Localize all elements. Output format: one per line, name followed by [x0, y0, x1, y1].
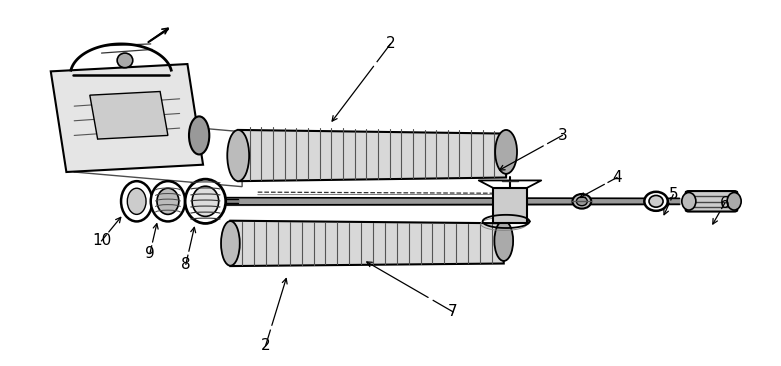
Ellipse shape [682, 193, 696, 210]
Text: 2: 2 [386, 37, 395, 51]
FancyBboxPatch shape [686, 191, 737, 212]
Ellipse shape [494, 221, 513, 261]
Text: 5: 5 [669, 187, 678, 202]
Text: 3: 3 [558, 128, 567, 143]
Ellipse shape [227, 130, 249, 181]
Ellipse shape [151, 181, 185, 221]
Ellipse shape [495, 130, 517, 174]
Ellipse shape [192, 186, 219, 216]
Text: 2: 2 [261, 339, 270, 353]
Ellipse shape [727, 193, 741, 210]
Polygon shape [238, 130, 506, 181]
Polygon shape [51, 64, 203, 172]
Text: 9: 9 [145, 246, 155, 261]
Ellipse shape [576, 197, 587, 206]
Ellipse shape [121, 181, 152, 221]
Ellipse shape [221, 221, 240, 266]
Text: 8: 8 [181, 257, 191, 272]
Ellipse shape [185, 179, 226, 223]
Polygon shape [230, 221, 504, 266]
Ellipse shape [189, 116, 209, 154]
Text: 10: 10 [92, 234, 111, 248]
Ellipse shape [649, 195, 663, 207]
Ellipse shape [127, 188, 146, 214]
Text: 6: 6 [720, 196, 729, 210]
Polygon shape [90, 92, 168, 139]
Text: 7: 7 [448, 305, 458, 319]
Ellipse shape [572, 194, 591, 209]
Bar [493, 188, 527, 223]
Ellipse shape [117, 53, 133, 68]
Ellipse shape [157, 188, 179, 214]
Text: 4: 4 [612, 170, 622, 185]
Ellipse shape [644, 192, 668, 211]
